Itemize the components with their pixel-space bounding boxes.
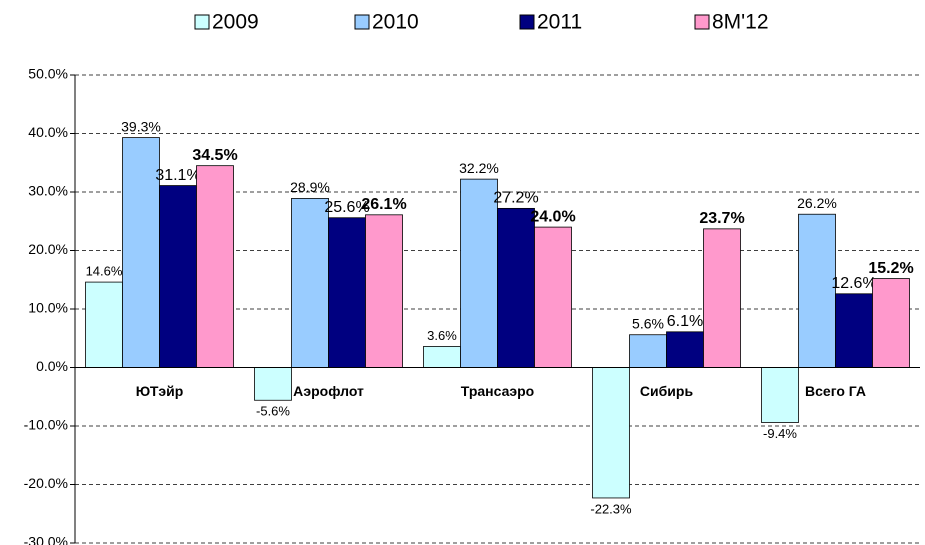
- bar: [761, 367, 799, 423]
- value-label: 3.6%: [427, 328, 457, 343]
- bar: [423, 346, 461, 368]
- value-label: 28.9%: [290, 179, 330, 195]
- value-label: 32.2%: [459, 160, 499, 176]
- y-tick-label: 10.0%: [28, 300, 68, 316]
- y-tick-label: 30.0%: [28, 183, 68, 199]
- value-label: -9.4%: [763, 426, 797, 441]
- legend-label: 2010: [372, 11, 419, 34]
- x-tick-label: Трансаэро: [461, 383, 534, 399]
- bar: [835, 293, 873, 368]
- x-tick-label: Аэрофлот: [293, 383, 364, 399]
- value-label: 25.6%: [324, 199, 369, 216]
- value-label: 27.2%: [493, 190, 538, 207]
- value-label: 26.2%: [797, 195, 837, 211]
- bar: [872, 278, 910, 368]
- bar: [629, 334, 667, 368]
- x-tick-label: Всего ГА: [805, 383, 866, 399]
- y-tick-label: -20.0%: [24, 475, 68, 491]
- bar: [592, 367, 630, 499]
- x-tick-label: Сибирь: [640, 383, 694, 399]
- legend-swatch: [519, 14, 535, 30]
- bar: [85, 281, 123, 368]
- value-label: 6.1%: [667, 313, 703, 330]
- value-label: 26.1%: [361, 196, 406, 213]
- bar: [666, 331, 704, 368]
- value-label: -5.6%: [256, 404, 290, 419]
- legend-swatch: [354, 14, 370, 30]
- value-label: 14.6%: [86, 264, 123, 279]
- value-label: 39.3%: [121, 118, 161, 134]
- bar: [122, 137, 160, 368]
- bar: [159, 185, 197, 368]
- legend-swatch: [694, 14, 710, 30]
- y-tick-label: -30.0%: [24, 534, 68, 545]
- y-tick-label: -10.0%: [24, 417, 68, 433]
- bar: [254, 367, 292, 401]
- value-label: 31.1%: [155, 167, 200, 184]
- value-label: 12.6%: [831, 275, 876, 292]
- value-label: 15.2%: [868, 260, 913, 277]
- bar: [460, 178, 498, 368]
- legend-label: 2011: [537, 11, 582, 34]
- value-label: 34.5%: [192, 147, 237, 164]
- legend-swatch: [194, 14, 210, 30]
- y-tick-label: 50.0%: [28, 66, 68, 82]
- bar: [703, 228, 741, 368]
- bar: [196, 165, 234, 368]
- value-label: 23.7%: [699, 210, 744, 227]
- bar: [291, 198, 329, 368]
- bar: [365, 214, 403, 368]
- y-tick-label: 20.0%: [28, 241, 68, 257]
- y-tick-label: 40.0%: [28, 124, 68, 140]
- bar: [534, 226, 572, 368]
- bar: [798, 213, 836, 368]
- bar: [328, 217, 366, 368]
- bar: [497, 207, 535, 368]
- legend-label: 2009: [212, 11, 259, 34]
- value-label: 5.6%: [632, 315, 664, 331]
- value-label: 24.0%: [530, 208, 575, 225]
- x-tick-label: ЮТэйр: [136, 383, 184, 399]
- value-label: -22.3%: [590, 501, 632, 516]
- y-tick-label: 0.0%: [36, 358, 68, 374]
- legend-label: 8M'12: [712, 11, 769, 34]
